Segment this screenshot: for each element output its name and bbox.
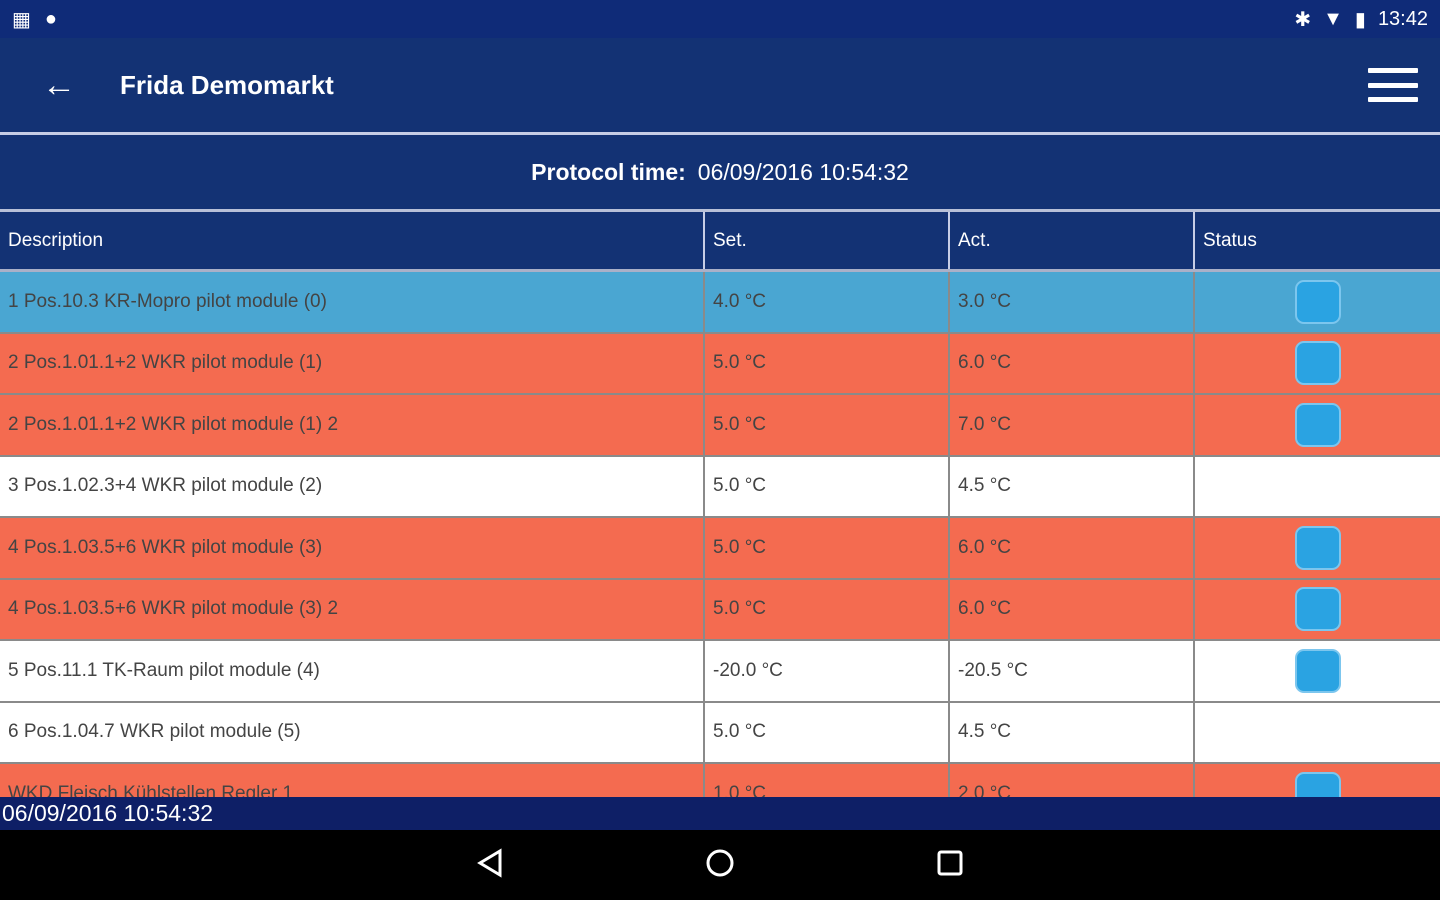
table-row[interactable]: 4 Pos.1.03.5+6 WKR pilot module (3) 5.0 …	[0, 518, 1440, 580]
notification-pin-icon: ●	[44, 7, 57, 30]
cell-set: 5.0 °C	[705, 395, 950, 455]
header-act: Act.	[950, 212, 1195, 269]
cell-act: 3.0 °C	[950, 272, 1195, 332]
cell-set: 5.0 °C	[705, 456, 950, 516]
cell-description: 4 Pos.1.03.5+6 WKR pilot module (3) 2	[0, 579, 705, 639]
cell-set: 1.0 °C	[705, 764, 950, 797]
system-status-bar: ▦ ● ✱ ▼ ▮ 13:42	[0, 0, 1440, 38]
status-indicator[interactable]	[1294, 771, 1341, 797]
navigation-bar	[0, 830, 1440, 900]
clock: 13:42	[1377, 7, 1428, 30]
cell-status	[1195, 457, 1440, 517]
bluetooth-icon: ✱	[1294, 8, 1312, 31]
divider	[0, 209, 1440, 212]
cell-status	[1195, 703, 1440, 763]
table-row[interactable]: 2 Pos.1.01.1+2 WKR pilot module (1) 2 5.…	[0, 395, 1440, 457]
protocol-time: Protocol time: 06/09/2016 10:54:32	[0, 135, 1440, 210]
header-set: Set.	[705, 212, 950, 269]
cell-act: 6.0 °C	[950, 579, 1195, 639]
cell-act: 2.0 °C	[950, 764, 1195, 797]
data-table: Description Set. Act. Status 1 Pos.10.3 …	[0, 212, 1440, 797]
page-title: Frida Demomarkt	[120, 69, 334, 100]
battery-icon: ▮	[1354, 8, 1366, 31]
divider	[0, 132, 1440, 135]
arrow-left-icon[interactable]: ←	[42, 65, 76, 104]
cell-description: 2 Pos.1.01.1+2 WKR pilot module (1) 2	[0, 395, 705, 455]
wifi-icon: ▼	[1323, 7, 1343, 30]
cell-status	[1195, 764, 1440, 797]
cell-set: 5.0 °C	[705, 333, 950, 393]
table-row[interactable]: 1 Pos.10.3 KR-Mopro pilot module (0) 4.0…	[0, 272, 1440, 334]
table-row[interactable]: 3 Pos.1.02.3+4 WKR pilot module (2) 5.0 …	[0, 456, 1440, 518]
cell-set: -20.0 °C	[705, 641, 950, 701]
cell-description: 3 Pos.1.02.3+4 WKR pilot module (2)	[0, 456, 705, 516]
recents-nav-icon[interactable]	[935, 848, 965, 883]
table-row[interactable]: 2 Pos.1.01.1+2 WKR pilot module (1) 5.0 …	[0, 333, 1440, 395]
cell-act: 6.0 °C	[950, 333, 1195, 393]
header-description: Description	[0, 212, 705, 269]
cell-description: 1 Pos.10.3 KR-Mopro pilot module (0)	[0, 272, 705, 332]
table-row[interactable]: WKD Fleisch Kühlstellen Regler 1 1.0 °C …	[0, 764, 1440, 797]
cell-act: 6.0 °C	[950, 518, 1195, 578]
home-nav-icon[interactable]	[705, 848, 735, 883]
status-indicator[interactable]	[1294, 402, 1341, 447]
status-indicator[interactable]	[1294, 341, 1341, 386]
cell-description: 6 Pos.1.04.7 WKR pilot module (5)	[0, 702, 705, 762]
table-header: Description Set. Act. Status	[0, 212, 1440, 272]
header-status: Status	[1203, 229, 1257, 251]
hamburger-menu-icon[interactable]	[1368, 68, 1418, 102]
cell-set: 4.0 °C	[705, 272, 950, 332]
status-indicator[interactable]	[1294, 648, 1341, 693]
app-bar: ← Frida Demomarkt	[0, 38, 1440, 132]
cell-status	[1195, 272, 1440, 332]
cell-act: 4.5 °C	[950, 702, 1195, 762]
calendar-icon: ▦	[12, 8, 31, 31]
cell-act: -20.5 °C	[950, 641, 1195, 701]
footer-timestamp: 06/09/2016 10:54:32	[0, 797, 1440, 830]
cell-status	[1195, 334, 1440, 394]
cell-set: 5.0 °C	[705, 518, 950, 578]
table-row[interactable]: 5 Pos.11.1 TK-Raum pilot module (4) -20.…	[0, 641, 1440, 703]
status-indicator[interactable]	[1294, 587, 1341, 632]
protocol-time-value: 06/09/2016 10:54:32	[697, 159, 909, 185]
cell-status	[1195, 641, 1440, 701]
status-indicator[interactable]	[1294, 525, 1341, 570]
cell-status	[1195, 395, 1440, 455]
status-indicator[interactable]	[1294, 279, 1341, 324]
table-row[interactable]: 4 Pos.1.03.5+6 WKR pilot module (3) 2 5.…	[0, 579, 1440, 641]
cell-act: 4.5 °C	[950, 456, 1195, 516]
cell-act: 7.0 °C	[950, 395, 1195, 455]
back-nav-icon[interactable]	[475, 847, 505, 883]
table-row[interactable]: 6 Pos.1.04.7 WKR pilot module (5) 5.0 °C…	[0, 702, 1440, 764]
protocol-time-label: Protocol time:	[531, 159, 686, 185]
cell-description: 2 Pos.1.01.1+2 WKR pilot module (1)	[0, 333, 705, 393]
cell-description: 5 Pos.11.1 TK-Raum pilot module (4)	[0, 641, 705, 701]
cell-set: 5.0 °C	[705, 702, 950, 762]
cell-set: 5.0 °C	[705, 579, 950, 639]
cell-status	[1195, 580, 1440, 640]
cell-description: WKD Fleisch Kühlstellen Regler 1	[0, 764, 705, 797]
cell-status	[1195, 518, 1440, 578]
cell-description: 4 Pos.1.03.5+6 WKR pilot module (3)	[0, 518, 705, 578]
